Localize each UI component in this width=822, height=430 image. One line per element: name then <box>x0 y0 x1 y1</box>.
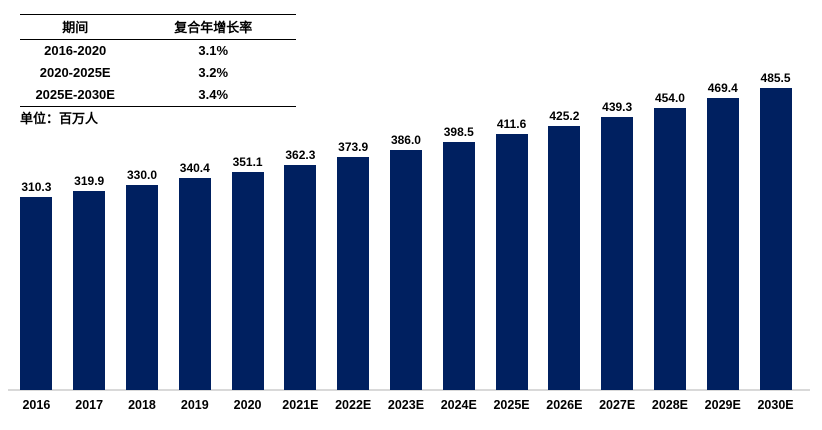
cagr-table-header-row: 期间 复合年增长率 <box>20 14 296 40</box>
bar-value-label: 439.3 <box>602 100 633 114</box>
x-axis-tick-label: 2020 <box>233 398 262 412</box>
x-axis-tick-label: 2017 <box>75 398 104 412</box>
cagr-period-cell: 2016-2020 <box>44 43 107 58</box>
cagr-period-cell: 2020-2025E <box>39 65 111 80</box>
x-axis-line <box>8 389 810 391</box>
x-axis-tick-label: 2028E <box>651 398 689 412</box>
x-axis-tick-label: 2025E <box>493 398 530 412</box>
bar-value-label: 330.0 <box>126 168 157 182</box>
x-axis-tick-label: 2021E <box>282 398 319 412</box>
bar <box>20 197 53 390</box>
bar-column-2017: 319.9 2017 <box>63 48 116 412</box>
bar-column-2026E: 425.2 2026E <box>538 48 591 412</box>
bar-value-label: 386.0 <box>390 133 421 147</box>
cagr-period-cell: 2025E-2030E <box>35 87 115 102</box>
bar <box>653 108 686 390</box>
bar <box>125 185 158 390</box>
cagr-table-header-cagr: 复合年增长率 <box>130 14 296 40</box>
x-axis-tick-label: 2016 <box>22 398 51 412</box>
cagr-table-header-period: 期间 <box>20 14 131 40</box>
x-axis-tick-label: 2027E <box>599 398 636 412</box>
bar <box>548 126 581 390</box>
bar-value-label: 425.2 <box>549 109 580 123</box>
cagr-value-cell: 3.2% <box>198 65 229 80</box>
bar-column-2025E: 411.6 2025E <box>485 48 538 412</box>
cagr-table-body: 2016-2020 3.1% 2020-2025E 3.2% 2025E-2030E 3.… <box>20 40 296 107</box>
bar-column-2030E: 485.5 2030E <box>749 48 802 412</box>
bar-column-2027E: 439.3 2027E <box>591 48 644 412</box>
bar-column-2024E: 398.5 2024E <box>432 48 485 412</box>
x-axis-tick-label: 2030E <box>757 398 794 412</box>
x-axis-tick-label: 2026E <box>546 398 583 412</box>
cagr-table-row: 2020-2025E 3.2% <box>20 62 296 84</box>
unit-label: 单位：百万人 <box>20 111 99 126</box>
bar-column-2023E: 386.0 2023E <box>380 48 433 412</box>
bar <box>706 98 739 390</box>
bar <box>178 178 211 390</box>
bar-value-label: 362.3 <box>285 148 316 162</box>
bar-value-label: 454.0 <box>654 91 685 105</box>
cagr-table: 期间 复合年增长率 2016-2020 3.1% 2020-2025E 3.2% 202… <box>20 14 296 107</box>
bar-column-2020: 351.1 2020 <box>221 48 274 412</box>
bar-value-label: 411.6 <box>496 117 527 131</box>
bar <box>284 165 317 390</box>
x-axis-tick-label: 2022E <box>335 398 372 412</box>
bar-column-2018: 330.0 2018 <box>116 48 169 412</box>
bar-column-2021E: 362.3 2021E <box>274 48 327 412</box>
bar <box>495 134 528 390</box>
bar-value-label: 485.5 <box>760 71 791 85</box>
bar-chart-plot-area: 310.3 2016 319.9 2017 330.0 2018 340.4 2019 351.… <box>10 48 802 412</box>
bar-column-2022E: 373.9 2022E <box>327 48 380 412</box>
x-axis-tick-label: 2029E <box>704 398 741 412</box>
x-axis-tick-label: 2018 <box>128 398 156 412</box>
bar-value-label: 469.4 <box>707 81 738 95</box>
bar-value-label: 373.9 <box>338 140 369 154</box>
bar-column-2029E: 469.4 2029E <box>696 48 749 412</box>
bar-value-label: 319.9 <box>74 174 105 188</box>
bar-value-label: 398.5 <box>443 125 474 139</box>
cagr-value-cell: 3.1% <box>198 43 229 58</box>
bar-column-2016: 310.3 2016 <box>10 48 63 412</box>
x-axis-tick-label: 2023E <box>387 398 425 412</box>
bar <box>601 117 634 390</box>
bar-column-2019: 340.4 2019 <box>168 48 221 412</box>
bar-column-2028E: 454.0 2028E <box>644 48 697 412</box>
cagr-value-cell: 3.4% <box>198 87 229 102</box>
bar <box>231 172 264 390</box>
x-axis-tick-label: 2019 <box>180 398 209 412</box>
bar-value-label: 351.1 <box>232 155 263 169</box>
x-axis-tick-label: 2024E <box>440 398 477 412</box>
bar <box>389 150 422 390</box>
cagr-table-row: 2025E-2030E 3.4% <box>20 84 296 107</box>
cagr-table-head: 期间 复合年增长率 <box>20 14 296 40</box>
bar <box>73 191 106 390</box>
bar-value-label: 340.4 <box>179 161 210 175</box>
bar <box>442 142 475 390</box>
bar <box>759 88 792 390</box>
bar-value-label: 310.3 <box>21 180 52 194</box>
bar <box>337 157 370 390</box>
cagr-table-row: 2016-2020 3.1% <box>20 40 296 63</box>
